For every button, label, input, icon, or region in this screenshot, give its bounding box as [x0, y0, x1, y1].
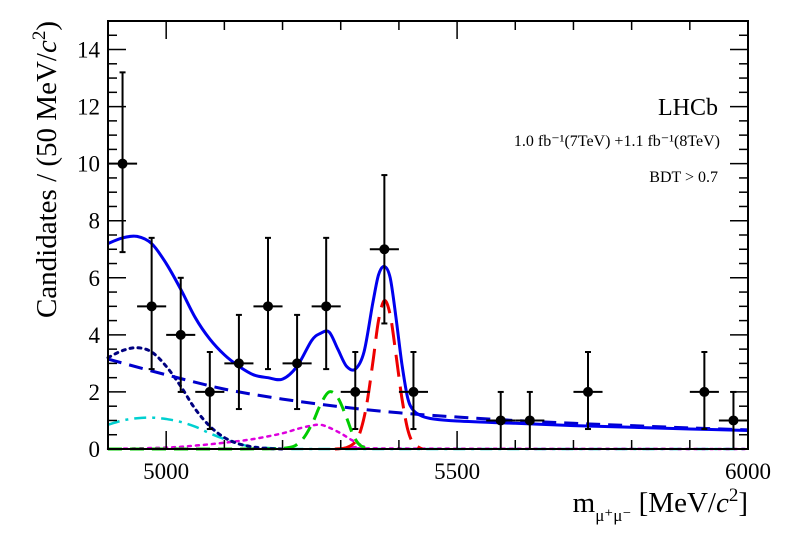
data-marker — [350, 386, 361, 397]
y-axis-title-sup: 2 — [29, 31, 50, 41]
data-points — [108, 71, 748, 450]
luminosity-label: 1.0 fb⁻¹(7TeV) +1.1 fb⁻¹(8TeV) — [514, 133, 720, 150]
data-marker — [175, 329, 186, 340]
x-axis-title-rest: [MeV/ — [631, 487, 717, 519]
data-marker — [204, 386, 215, 397]
data-marker — [263, 301, 273, 312]
data-point — [515, 390, 545, 450]
fit-curves — [106, 234, 750, 451]
data-marker — [583, 386, 593, 397]
data-point — [253, 236, 283, 371]
data-point — [195, 350, 225, 431]
x-tick-label: 5000 — [143, 459, 189, 484]
series-total-fit — [107, 234, 749, 432]
y-tick-label: 12 — [77, 95, 100, 120]
data-point — [486, 390, 516, 450]
data-marker — [699, 386, 710, 397]
data-point — [689, 350, 719, 431]
x-tick-label: 6000 — [725, 459, 771, 484]
x-axis-title-close: ] — [738, 487, 748, 519]
x-axis-title-main: m — [573, 487, 596, 519]
y-axis-title-c: c — [31, 40, 63, 53]
y-tick-label: 0 — [89, 437, 101, 462]
data-marker — [321, 301, 332, 312]
x-axis-title: mμ⁺μ⁻ [MeV/c2] — [573, 485, 748, 525]
axis-ticks — [107, 20, 749, 450]
series-signal — [334, 299, 424, 451]
data-point — [573, 350, 603, 431]
data-marker — [379, 244, 390, 255]
experiment-label: LHCb — [658, 95, 718, 121]
data-point — [137, 236, 167, 371]
y-tick-label: 14 — [77, 38, 101, 63]
data-marker — [146, 301, 157, 312]
y-tick-label: 10 — [77, 152, 100, 177]
x-axis-title-sub: μ⁺μ⁻ — [595, 506, 631, 525]
tick-labels: 5000 5500 6000 0 2 4 6 8 10 12 14 — [77, 38, 771, 484]
y-tick-label: 6 — [89, 266, 101, 291]
data-point — [282, 313, 312, 411]
x-axis-title-sup: 2 — [729, 485, 739, 506]
y-axis-title-close: ) — [31, 21, 63, 31]
series-semileptonic-background — [107, 416, 748, 451]
y-tick-label: 2 — [89, 380, 101, 405]
data-point — [398, 350, 428, 431]
data-marker — [495, 415, 506, 426]
data-marker — [233, 358, 244, 369]
data-marker — [292, 358, 303, 369]
data-point — [166, 276, 196, 393]
data-point — [311, 236, 341, 371]
x-axis-title-c: c — [716, 487, 729, 519]
y-axis-title: Candidates / (50 MeV/c2) — [29, 21, 63, 318]
x-tick-label: 5500 — [434, 459, 480, 484]
data-marker — [524, 415, 535, 426]
series-peaking-background — [106, 346, 284, 451]
data-marker — [728, 415, 739, 426]
y-tick-label: 8 — [89, 209, 101, 234]
bdt-cut-label: BDT > 0.7 — [649, 169, 718, 186]
data-point — [340, 350, 370, 431]
data-marker — [408, 386, 419, 397]
data-point — [369, 174, 399, 325]
data-point — [108, 71, 138, 254]
y-axis-title-main: Candidates / (50 MeV/ — [31, 52, 63, 318]
data-point — [224, 313, 254, 411]
y-tick-label: 4 — [89, 323, 101, 348]
series-combinatorial — [107, 357, 749, 432]
